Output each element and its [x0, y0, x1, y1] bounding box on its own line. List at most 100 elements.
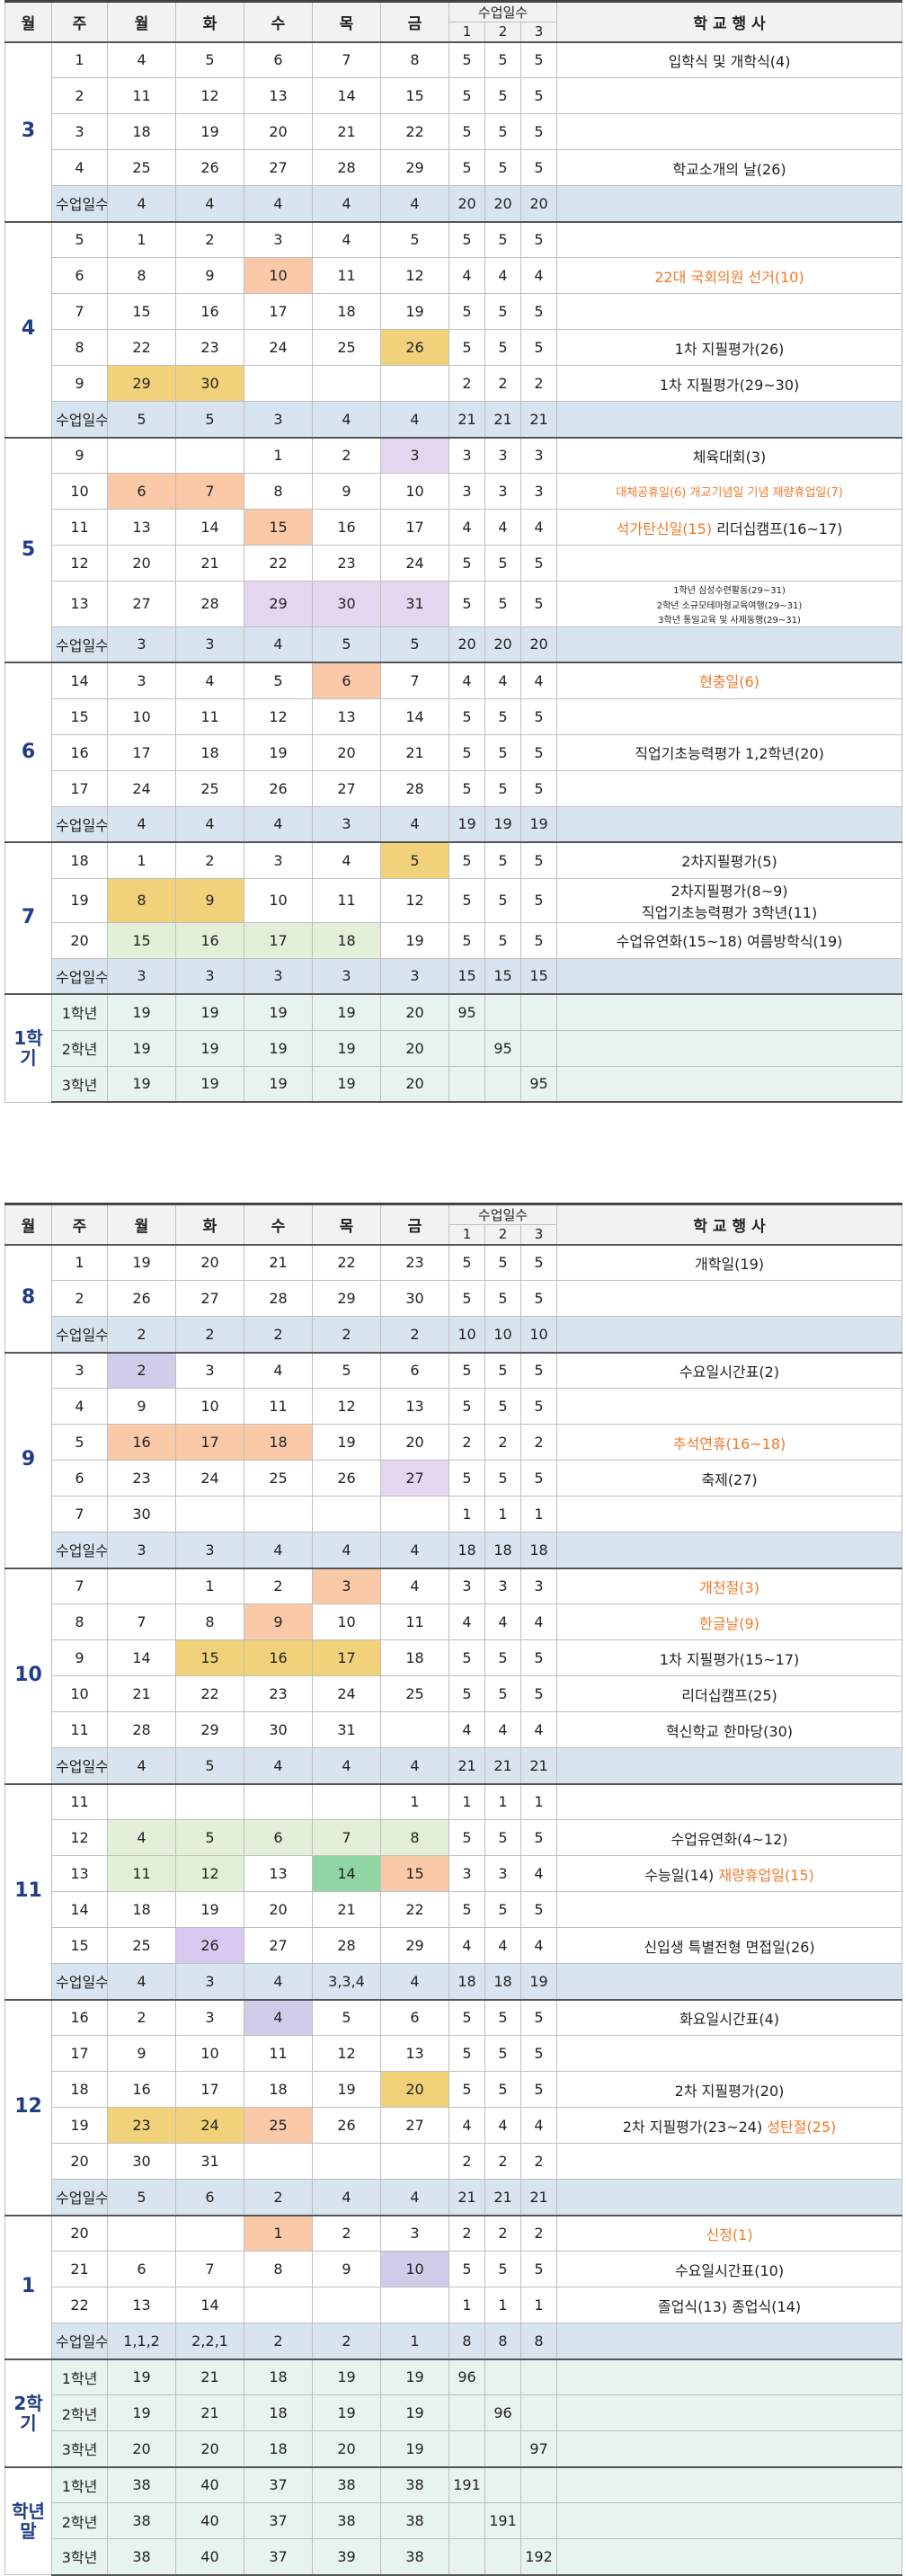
- week-number: 11: [51, 509, 108, 546]
- grade-total-1: 95: [449, 993, 485, 1031]
- week-number: 18: [51, 841, 108, 879]
- class-days-grade-2: 4: [484, 1603, 521, 1640]
- summary-total-grade-3: 21: [520, 2179, 558, 2216]
- class-days-grade-2: 1: [484, 2287, 521, 2323]
- week-row: 9 3 2 3 4 5 6 5 5 5 수요일시간표(2): [4, 1351, 903, 1568]
- week-row: 19 23 24 25 26 27 4 4 4 2차 지필평가(23~24) 성탄절(25): [5, 2107, 903, 2144]
- weekday-total: 37: [244, 2538, 313, 2576]
- grade-total-2: [484, 2430, 521, 2468]
- day-cell: 19: [380, 921, 449, 959]
- class-days-grade-2: 5: [484, 77, 521, 114]
- event-cell: 개학일(19): [556, 1243, 903, 1281]
- day-cell: [175, 1496, 244, 1532]
- event-text: 체육대회(3): [692, 448, 767, 466]
- event-text: 2차지필평가(8~9): [671, 882, 788, 900]
- day-cell: 2: [175, 841, 244, 879]
- day-cell: 29: [312, 1280, 381, 1317]
- week-row: 10 21 22 23 24 25 5 5 5 리더십캠프(25): [5, 1675, 903, 1712]
- summary-day-count: 4: [312, 185, 381, 223]
- day-cell: 29: [175, 1711, 244, 1748]
- day-cell: 5: [380, 841, 449, 879]
- day-cell: [312, 2143, 381, 2180]
- class-days-grade-3: 4: [520, 1927, 558, 1964]
- grade-total-1: [449, 2538, 485, 2576]
- summary-day-count: 5: [312, 626, 381, 663]
- class-days-grade-2: 5: [484, 581, 521, 627]
- week-row: 20 15 16 17 18 19 5 5 5 수업유연화(15~18) 여름방학식(19): [5, 921, 903, 959]
- day-cell: 13: [312, 697, 381, 735]
- event-text: 2차 지필평가(20): [674, 2082, 785, 2100]
- class-days-grade-1: 5: [449, 1998, 485, 2036]
- event-cell: 수업유연화(4~12): [556, 1819, 903, 1856]
- day-cell: 30: [107, 2143, 176, 2180]
- weekday-total: 18: [244, 2358, 313, 2395]
- class-days-grade-2: 4: [484, 509, 521, 546]
- class-days-grade-3: 3: [520, 436, 558, 474]
- day-cell: 15: [107, 293, 176, 330]
- year-end-summary-label: 학년말: [4, 2465, 52, 2575]
- class-days-grade-1: 5: [449, 40, 485, 78]
- class-days-grade-2: 5: [484, 2035, 521, 2072]
- class-days-grade-1: 4: [449, 1711, 485, 1748]
- month-label: 12: [4, 1998, 52, 2216]
- day-cell: 2: [312, 436, 381, 474]
- week-number: 9: [51, 436, 108, 474]
- col-header-month: 월: [4, 1204, 52, 1245]
- grade-total-3: [520, 993, 558, 1031]
- summary-day-count: 3: [312, 957, 381, 995]
- day-cell: 28: [244, 1280, 313, 1317]
- day-cell: 27: [107, 581, 176, 627]
- grade-total-3: 192: [520, 2538, 558, 2576]
- summary-day-count: 3: [175, 626, 244, 663]
- grade-total-3: [520, 2465, 558, 2503]
- day-cell: 5: [175, 1819, 244, 1856]
- day-cell: 15: [380, 77, 449, 114]
- day-cell: 15: [380, 1855, 449, 1892]
- grade-total-1: 96: [449, 2358, 485, 2395]
- monthly-summary-row: 수업일수 3 3 4 4 4 18 18 18: [5, 1532, 903, 1569]
- week-number: 20: [51, 921, 108, 959]
- monthly-summary-row: 수업일수 3 3 4 5 5 20 20 20: [5, 626, 903, 663]
- day-cell: 3: [175, 1998, 244, 2036]
- class-days-grade-2: 5: [484, 733, 521, 771]
- week-row: 16 17 18 19 20 21 5 5 5 직업기초능력평가 1,2학년(20): [5, 733, 903, 771]
- summary-total-grade-1: 18: [449, 1963, 485, 2001]
- day-cell: [380, 1496, 449, 1532]
- second-semester-calendar-table: 월 주 월 화 수 목 금 수업일수 학 교 행 사 1 2 3 8 1 19 20 21 22 23 5 5 5 개학일(…: [4, 1203, 903, 2576]
- event-cell: 2차지필평가(5): [556, 841, 903, 879]
- col-header-grade-2: 2: [484, 22, 521, 42]
- monthly-summary-row: 수업일수 4 3 4 3,3,4 4 18 18 19: [5, 1963, 903, 2001]
- summary-event-cell: [556, 957, 903, 995]
- day-cell: 20: [244, 113, 313, 150]
- class-days-grade-3: 4: [520, 1603, 558, 1640]
- day-cell: 9: [107, 1388, 176, 1425]
- day-cell: 1: [380, 1782, 449, 1820]
- event-cell: 1차 지필평가(26): [556, 329, 903, 366]
- week-number: 21: [51, 2251, 108, 2287]
- grade-total-2: 96: [484, 2394, 521, 2431]
- weekday-total: 19: [312, 1029, 381, 1067]
- day-cell: 2: [107, 1351, 176, 1389]
- event-text: 재량휴업일(15): [718, 1866, 814, 1884]
- col-header-mon: 월: [107, 1, 176, 42]
- col-header-week: 주: [51, 1204, 108, 1245]
- day-cell: 9: [175, 877, 244, 923]
- week-row: 9 14 15 16 17 18 5 5 5 1차 지필평가(15~17): [5, 1639, 903, 1676]
- class-days-grade-1: 5: [449, 1351, 485, 1389]
- class-days-grade-1: 5: [449, 149, 485, 186]
- week-row: 5 9 1 2 3 3 3 3 체육대회(3): [4, 436, 903, 663]
- event-text: 개천절(3): [699, 1578, 759, 1596]
- grade-total-2: [484, 2538, 521, 2576]
- weekday-total: 18: [244, 2394, 313, 2431]
- day-cell: 18: [244, 1424, 313, 1461]
- day-cell: 24: [175, 1460, 244, 1497]
- week-number: 20: [51, 2214, 108, 2252]
- day-cell: 10: [312, 1603, 381, 1640]
- class-days-grade-3: 5: [520, 1891, 558, 1928]
- week-row: 17 9 10 11 12 13 5 5 5: [5, 2035, 903, 2072]
- class-days-grade-1: 3: [449, 1855, 485, 1892]
- week-row: 4 25 26 27 28 29 5 5 5 학교소개의 날(26): [5, 149, 903, 186]
- summary-total-grade-2: 19: [484, 805, 521, 843]
- event-text: 3학년 통일교육 및 사제동행(29~31): [658, 616, 801, 626]
